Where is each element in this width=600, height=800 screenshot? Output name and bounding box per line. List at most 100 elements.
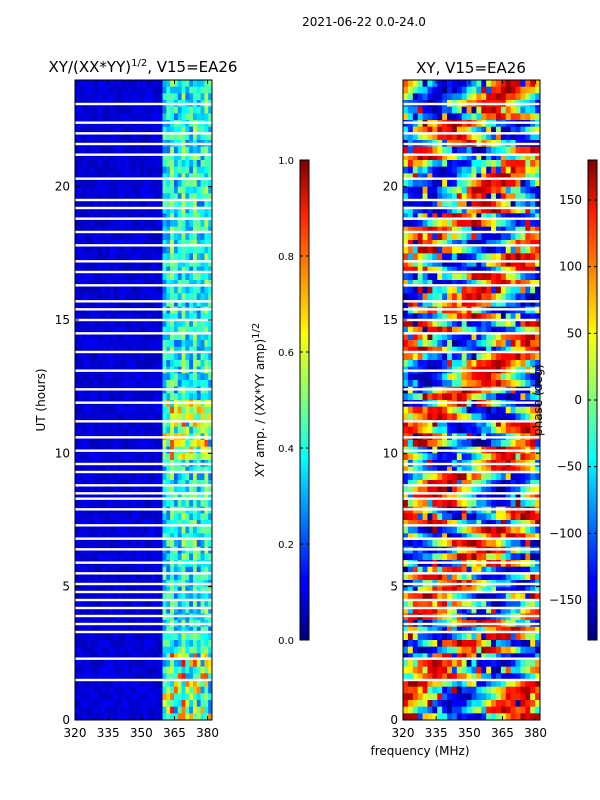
heatmap-cell [94, 106, 99, 114]
heatmap-cell [200, 373, 205, 381]
heatmap-cell [86, 380, 91, 388]
heatmap-cell [120, 600, 125, 608]
heatmap-cell [128, 240, 133, 248]
heatmap-cell [109, 340, 114, 348]
heatmap-cell [204, 213, 209, 221]
heatmap-cell [192, 486, 198, 494]
heatmap-cell [105, 126, 110, 134]
heatmap-cell [170, 713, 175, 720]
heatmap-cell [78, 420, 84, 428]
heatmap-cell [471, 213, 477, 221]
heatmap-cell [208, 353, 212, 361]
heatmap-cell [109, 480, 114, 488]
heatmap-cell [94, 653, 99, 661]
heatmap-cell [147, 693, 152, 701]
heatmap-cell [132, 240, 137, 248]
heatmap-cell [471, 113, 477, 121]
heatmap-cell [124, 493, 129, 501]
heatmap-cell [116, 353, 122, 361]
heatmap-cell [94, 493, 99, 501]
heatmap-cell [94, 426, 99, 434]
heatmap-cell [476, 353, 482, 361]
heatmap-cell [442, 313, 448, 321]
heatmap-cell [447, 193, 453, 201]
heatmap-cell [204, 246, 209, 254]
heatmap-cell [158, 420, 163, 428]
heatmap-cell [515, 166, 521, 174]
data-gap-row [75, 572, 212, 575]
heatmap-cell [105, 640, 110, 648]
heatmap-cell [120, 293, 125, 301]
heatmap-cell [196, 513, 201, 521]
heatmap-cell [412, 406, 419, 414]
heatmap-cell [505, 233, 512, 241]
heatmap-cell [170, 440, 175, 448]
heatmap-cell [158, 353, 163, 361]
heatmap-cell [196, 713, 201, 720]
heatmap-cell [412, 200, 419, 208]
heatmap-cell [451, 173, 458, 181]
heatmap-cell [113, 126, 118, 134]
heatmap-cell [124, 300, 129, 308]
heatmap-cell [82, 280, 87, 288]
heatmap-cell [82, 286, 87, 294]
heatmap-cell [422, 226, 428, 234]
heatmap-cell [151, 653, 156, 661]
heatmap-cell [113, 233, 118, 241]
heatmap-cell [525, 406, 531, 414]
heatmap-cell [466, 373, 472, 381]
heatmap-cell [158, 653, 163, 661]
heatmap-cell [154, 660, 160, 668]
heatmap-cell [158, 540, 163, 548]
heatmap-cell [105, 93, 110, 101]
heatmap-cell [158, 586, 163, 594]
heatmap-cell [530, 300, 536, 308]
heatmap-cell [143, 146, 148, 154]
heatmap-cell [128, 573, 133, 581]
heatmap-cell [158, 553, 163, 561]
heatmap-cell [147, 240, 152, 248]
heatmap-cell [120, 360, 125, 368]
heatmap-cell [437, 146, 443, 154]
heatmap-cell [151, 113, 156, 121]
heatmap-cell [181, 533, 186, 541]
heatmap-cell [510, 333, 516, 341]
heatmap-cell [461, 153, 467, 161]
heatmap-cell [403, 260, 409, 268]
heatmap-cell [105, 653, 110, 661]
heatmap-cell [135, 293, 141, 301]
heatmap-cell [135, 660, 141, 668]
heatmap-cell [173, 86, 179, 94]
heatmap-cell [151, 253, 156, 261]
heatmap-cell [135, 593, 141, 601]
heatmap-cell [120, 706, 125, 714]
heatmap-cell [500, 360, 507, 368]
heatmap-cell [481, 86, 487, 94]
heatmap-cell [94, 440, 99, 448]
heatmap-cell [200, 500, 205, 508]
heatmap-cell [135, 160, 141, 168]
heatmap-cell [78, 520, 84, 528]
heatmap-cell [109, 240, 114, 248]
heatmap-cell [407, 220, 414, 228]
heatmap-cell [116, 513, 122, 521]
heatmap-cell [116, 553, 122, 561]
heatmap-cell [192, 606, 198, 614]
heatmap-cell [97, 420, 103, 428]
heatmap-cell [90, 213, 95, 221]
heatmap-cell [192, 700, 198, 708]
heatmap-cell [86, 453, 91, 461]
heatmap-cell [185, 193, 190, 201]
heatmap-cell [192, 593, 198, 601]
heatmap-cell [437, 300, 443, 308]
heatmap-cell [116, 673, 122, 681]
heatmap-cell [86, 373, 91, 381]
heatmap-cell [128, 213, 133, 221]
heatmap-cell [442, 293, 448, 301]
heatmap-cell [412, 220, 419, 228]
heatmap-cell [417, 233, 423, 241]
heatmap-cell [139, 540, 144, 548]
heatmap-cell [466, 320, 472, 328]
heatmap-cell [158, 206, 163, 214]
heatmap-cell [116, 586, 122, 594]
